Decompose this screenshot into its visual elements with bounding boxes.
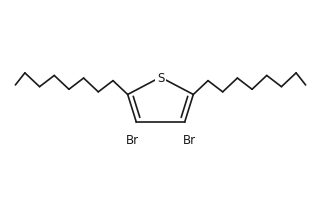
Text: S: S	[157, 71, 164, 84]
Text: Br: Br	[126, 134, 139, 147]
Text: Br: Br	[182, 134, 195, 147]
